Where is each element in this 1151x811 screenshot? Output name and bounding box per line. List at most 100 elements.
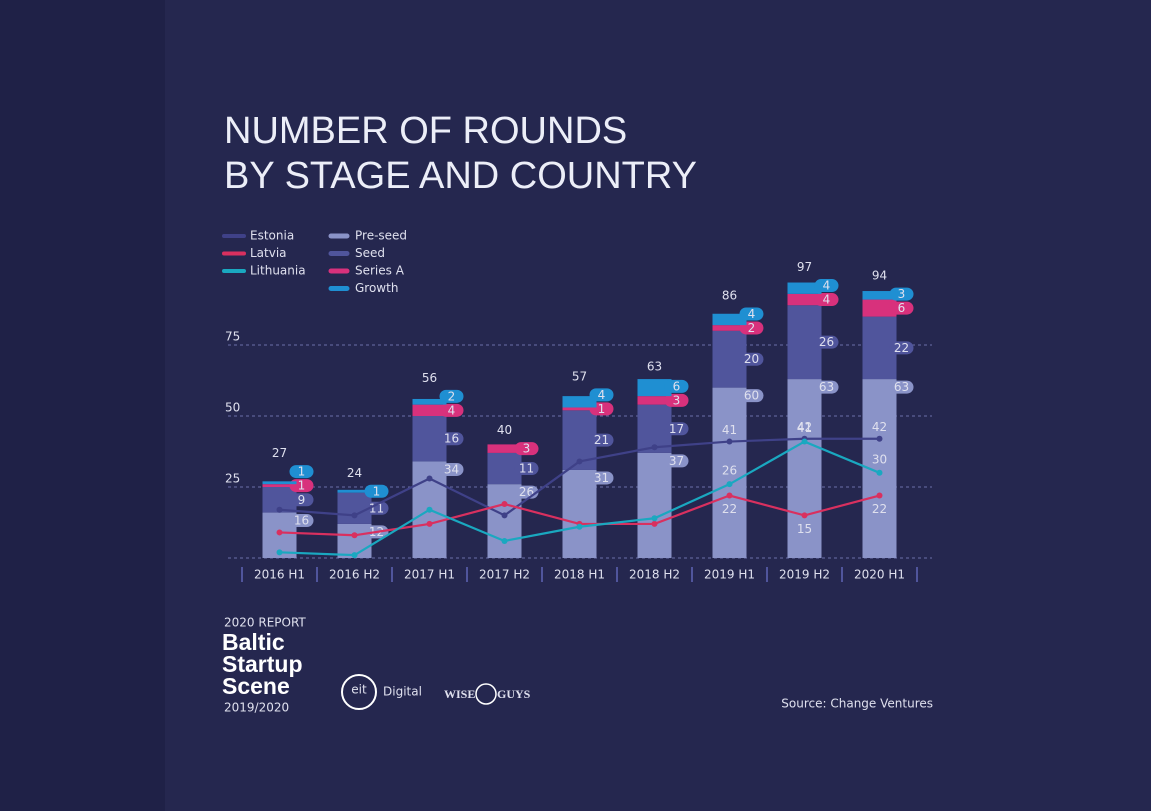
line-point — [426, 506, 433, 513]
x-tick-label: 2016 H2 — [329, 568, 380, 582]
x-tick-label: 2020 H1 — [854, 568, 905, 582]
bar-value-label: 1 — [598, 402, 606, 416]
bar-value-label: 2 — [448, 389, 456, 403]
bar-value-label-bg — [739, 307, 764, 321]
line-point — [876, 469, 883, 476]
legend-label: Seed — [355, 246, 385, 260]
total-label: 94 — [872, 269, 887, 283]
line-point — [276, 549, 283, 556]
bar-value-label: 1 — [298, 479, 306, 493]
line-value-label: 22 — [722, 502, 737, 516]
y-tick-label: 50 — [225, 401, 240, 415]
bar-value-label: 1 — [298, 465, 306, 479]
bar-segment — [412, 398, 447, 405]
bar-value-label-bg — [889, 287, 914, 301]
bar-segment — [562, 396, 597, 408]
total-label: 97 — [797, 260, 812, 274]
bar-value-label-bg — [289, 514, 314, 528]
total-label: 40 — [497, 423, 512, 437]
partner-logo: WISE — [444, 687, 475, 701]
bar-value-label: 17 — [669, 422, 684, 436]
bar-value-label-bg — [439, 432, 464, 446]
bar-value-label-bg — [889, 301, 914, 315]
line-point — [651, 515, 658, 522]
legend-label: Series A — [355, 264, 405, 278]
x-tick-label: 2017 H2 — [479, 568, 530, 582]
legend-label: Pre-seed — [355, 229, 407, 243]
bar-value-label: 22 — [894, 341, 909, 355]
bar-value-label-bg — [889, 341, 914, 355]
line-point — [426, 520, 433, 527]
logo-ring — [475, 683, 497, 705]
line-point — [576, 458, 583, 465]
bar-segment — [487, 444, 522, 453]
y-tick-label: 25 — [225, 472, 240, 486]
y-tick-label: 75 — [225, 330, 240, 344]
x-tick-label: 2019 H1 — [704, 568, 755, 582]
bar-value-label-bg — [814, 279, 839, 293]
bar-value-label-bg — [439, 389, 464, 403]
line-value-label: 41 — [797, 421, 812, 435]
line-point — [726, 438, 733, 445]
bar-segment — [262, 481, 297, 485]
line-value-label: 26 — [722, 464, 737, 478]
bar-value-label: 3 — [523, 442, 531, 456]
legend-label: Latvia — [250, 246, 287, 260]
bar-value-label: 4 — [748, 307, 756, 321]
bar-value-label-bg — [439, 462, 464, 476]
bar-value-label: 37 — [669, 454, 684, 468]
bar-value-label: 6 — [673, 379, 681, 393]
bar-value-label-bg — [814, 293, 839, 307]
total-label: 57 — [572, 369, 587, 383]
line-point — [876, 492, 883, 499]
line-point — [501, 501, 508, 508]
bar-segment — [787, 282, 822, 294]
line-point — [651, 520, 658, 527]
x-tick-label: 2017 H1 — [404, 568, 455, 582]
bar-value-label: 1 — [373, 484, 381, 498]
line-point — [726, 492, 733, 499]
line-value-label: 42 — [797, 420, 812, 434]
bar-value-label: 63 — [819, 380, 834, 394]
bar-value-label-bg — [664, 393, 689, 407]
x-tick-label: 2016 H1 — [254, 568, 305, 582]
chart-title: BY STAGE AND COUNTRY — [224, 155, 697, 197]
bar-value-label-bg — [664, 379, 689, 393]
bar-value-label-bg — [289, 465, 314, 479]
bar-value-label: 31 — [594, 471, 609, 485]
bar-segment — [787, 293, 822, 306]
bar-value-label-bg — [589, 433, 614, 447]
line-point — [276, 506, 283, 513]
total-label: 56 — [422, 371, 437, 385]
line-point — [351, 512, 358, 519]
partner-logo: eit — [351, 683, 367, 697]
bar-value-label: 34 — [444, 462, 459, 476]
line-value-label: 15 — [797, 522, 812, 536]
bar-segment — [262, 484, 297, 487]
brand-name: Scene — [222, 673, 290, 699]
partner-logo: Digital — [383, 685, 422, 699]
line-point — [501, 512, 508, 519]
bar-segment — [862, 291, 897, 300]
bar-value-label-bg — [439, 403, 464, 417]
bar-value-label-bg — [589, 388, 614, 402]
bar-segment — [487, 484, 522, 558]
legend-label: Lithuania — [250, 264, 306, 278]
total-label: 24 — [347, 466, 362, 480]
chart-title: NUMBER OF ROUNDS — [224, 110, 627, 152]
bar-value-label-bg — [739, 352, 764, 366]
line-value-label: 41 — [722, 423, 737, 437]
bar-value-label: 4 — [823, 293, 831, 307]
bar-value-label-bg — [289, 493, 314, 507]
source: Source: Change Ventures — [781, 697, 933, 711]
bar-segment — [787, 379, 822, 558]
line-point — [426, 475, 433, 482]
bar-segment — [862, 299, 897, 317]
logo-ring — [341, 674, 377, 710]
line-point — [876, 435, 883, 442]
bar-segment — [562, 407, 597, 411]
bar-segment — [637, 396, 672, 405]
total-label: 86 — [722, 288, 737, 302]
total-label: 27 — [272, 446, 287, 460]
report-label: 2020 REPORT — [224, 616, 306, 630]
